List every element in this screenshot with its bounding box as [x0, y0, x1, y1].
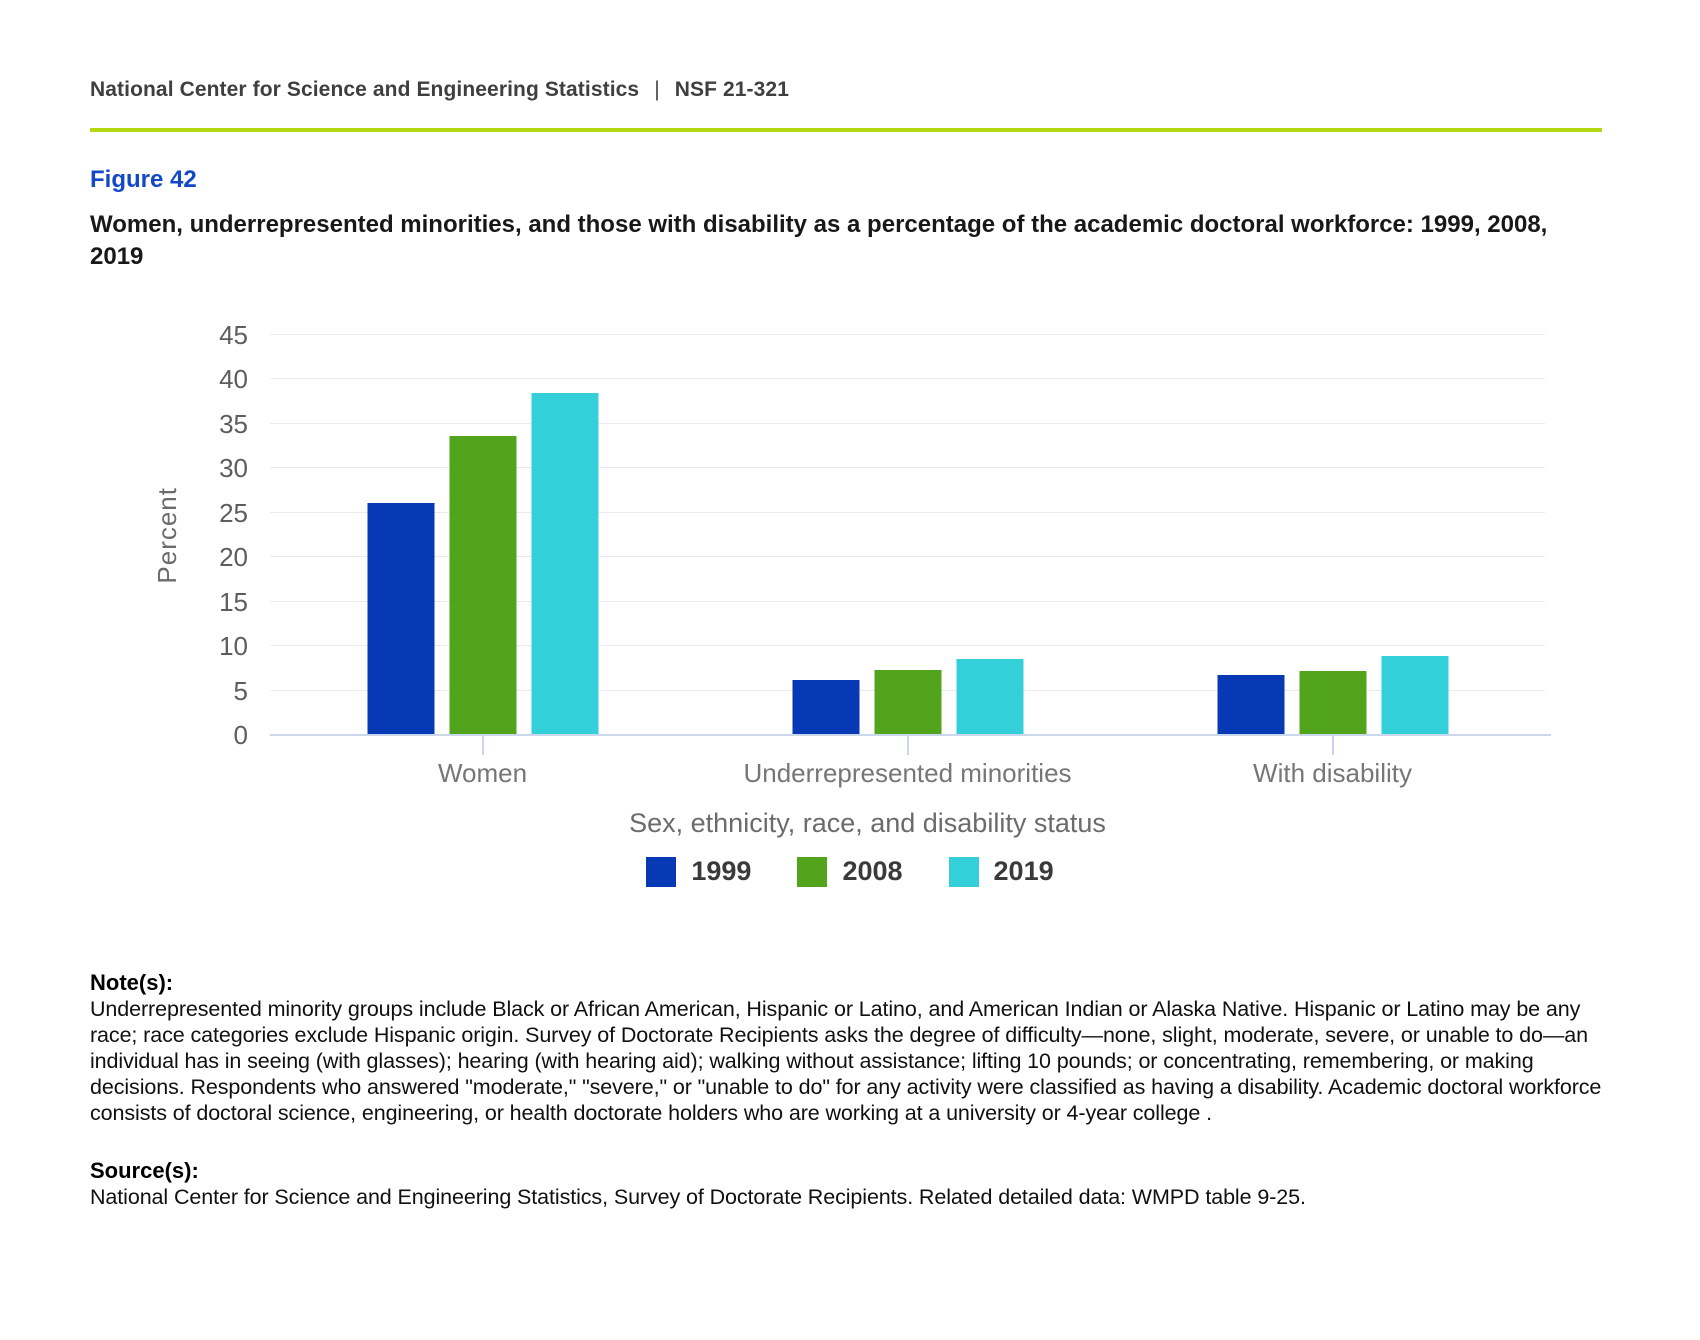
y-tick-label-15: 15 [219, 586, 248, 617]
figure-title: Women, underrepresented minorities, and … [90, 211, 1548, 270]
notes-heading: Note(s): [90, 970, 174, 995]
legend-label-2019: 2019 [993, 856, 1054, 886]
legend-swatch-2008 [797, 856, 828, 887]
x-tick-mark [481, 735, 484, 755]
category-label-2: With disability [1253, 758, 1412, 788]
y-tick-label-20: 20 [219, 542, 248, 573]
bar-2019-1 [956, 658, 1023, 735]
figure-label: Figure 42 [90, 166, 197, 193]
x-tick-mark [1331, 735, 1334, 755]
legend-swatch-2019 [948, 856, 979, 887]
gridline-35 [270, 422, 1545, 424]
bars [367, 392, 598, 735]
y-tick-label-25: 25 [219, 497, 248, 528]
legend-item-2008: 2008 [797, 856, 903, 887]
gridline-10 [270, 645, 1545, 647]
sources-section: Source(s): National Center for Science a… [90, 1158, 1610, 1210]
x-tick-mark [906, 735, 909, 755]
x-axis-line [270, 734, 1551, 736]
x-axis-title: Sex, ethnicity, race, and disability sta… [629, 808, 1106, 838]
bar-group-0: Women [270, 335, 695, 788]
legend-label-1999: 1999 [691, 856, 752, 886]
bar-group-1: Underrepresented minorities [695, 335, 1120, 788]
legend-swatch-1999 [646, 856, 677, 887]
gridline-20 [270, 556, 1545, 558]
bars [1217, 655, 1448, 735]
y-axis-title: Percent [152, 486, 182, 584]
gridline-25 [270, 511, 1545, 513]
bar-groups: Women Underrepresented minorities With dis… [270, 335, 1545, 788]
header-org-name: National Center for Science and Engineer… [90, 78, 640, 101]
plot-area: 0 5 10 15 20 25 30 35 40 45 Women Underrepresented… [219, 320, 1551, 788]
legend: 1999 2008 2019 [270, 856, 1545, 887]
y-tick-label-10: 10 [219, 631, 248, 662]
notes-body: Underrepresented minority groups include… [90, 997, 1602, 1125]
bar-2008-0 [449, 436, 516, 735]
category-label-1: Underrepresented minorities [743, 758, 1072, 788]
y-tick-label-30: 30 [219, 453, 248, 484]
bar-2008-2 [1299, 671, 1366, 735]
legend-label-2008: 2008 [842, 856, 903, 886]
divider-rule [90, 128, 1602, 132]
category-label-0: Women [437, 758, 528, 788]
bar-1999-1 [792, 679, 859, 735]
bar-1999-2 [1217, 674, 1284, 735]
bar-chart: Percent 0 5 10 15 20 25 30 35 40 45 Women Underrep… [90, 300, 1610, 910]
legend-item-1999: 1999 [646, 856, 751, 887]
bar-2019-2 [1381, 655, 1448, 735]
y-tick-label-5: 5 [233, 675, 248, 706]
sources-heading: Source(s): [90, 1158, 199, 1183]
notes-section: Note(s): Underrepresented minority group… [90, 970, 1610, 1126]
header-separator: | [654, 78, 660, 101]
gridline-40 [270, 378, 1545, 380]
legend-item-2019: 2019 [948, 856, 1054, 887]
bar-2019-0 [531, 392, 598, 735]
y-tick-label-0: 0 [233, 720, 248, 750]
bar-2008-1 [874, 670, 941, 735]
header-report-number: NSF 21-321 [674, 78, 789, 101]
bar-group-2: With disability [1120, 335, 1545, 788]
report-header: National Center for Science and Engineer… [90, 78, 1610, 102]
y-tick-label-45: 45 [219, 320, 248, 350]
gridline-45 [270, 334, 1545, 335]
bars [792, 658, 1023, 735]
y-tick-label-40: 40 [219, 364, 248, 395]
gridline-30 [270, 467, 1545, 469]
gridline-15 [270, 600, 1545, 602]
sources-body: National Center for Science and Engineer… [90, 1185, 1306, 1209]
bar-1999-0 [367, 503, 434, 735]
y-tick-label-35: 35 [219, 408, 248, 439]
